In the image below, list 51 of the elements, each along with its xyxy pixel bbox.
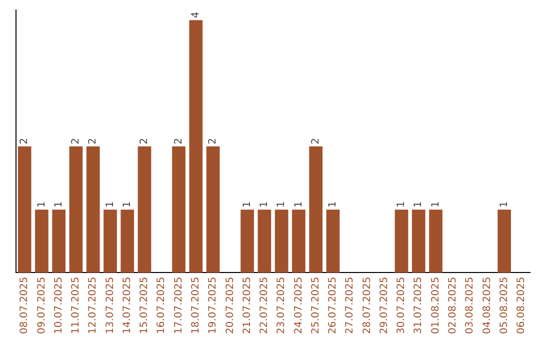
x-tick-label: 17.07.2025 xyxy=(173,276,184,334)
data-label: 1 xyxy=(259,201,270,208)
data-label: 1 xyxy=(36,201,48,208)
x-tick-label: 27.07.2025 xyxy=(344,276,356,334)
x-tick-label: 23.07.2025 xyxy=(276,276,288,334)
data-label: 1 xyxy=(122,201,133,208)
x-tick-label: 01.08.2025 xyxy=(430,276,442,334)
x-tick-label: 11.07.2025 xyxy=(70,276,82,334)
data-label: 2 xyxy=(88,138,99,144)
x-tick-label: 26.07.2025 xyxy=(328,276,339,334)
data-label: 1 xyxy=(276,201,288,208)
x-tick-label: 06.08.2025 xyxy=(516,276,528,334)
data-label: 1 xyxy=(104,201,116,208)
data-label: 1 xyxy=(413,201,424,208)
x-tick-label: 08.07.2025 xyxy=(19,276,30,334)
data-label: 1 xyxy=(242,201,253,208)
data-label: 2 xyxy=(310,138,322,144)
x-tick-label: 19.07.2025 xyxy=(208,276,219,334)
data-label: 1 xyxy=(396,201,408,208)
x-tick-label: 28.07.2025 xyxy=(362,276,373,334)
x-tick-label: 31.07.2025 xyxy=(413,276,424,334)
data-label: 1 xyxy=(328,201,339,208)
x-tick-label: 10.07.2025 xyxy=(53,276,64,334)
x-tick-label: 02.08.2025 xyxy=(447,276,458,334)
x-tick-label: 16.07.2025 xyxy=(156,276,168,334)
x-tick-label: 13.07.2025 xyxy=(104,276,116,334)
x-tick-label: 29.07.2025 xyxy=(378,276,390,334)
x-tick-label: 25.07.2025 xyxy=(310,276,322,334)
x-tick-label: 24.07.2025 xyxy=(293,276,304,334)
x-tick-label: 30.07.2025 xyxy=(396,276,408,334)
x-tick-label: 14.07.2025 xyxy=(122,276,133,334)
x-tick-label: 20.07.2025 xyxy=(224,276,236,334)
data-label: 2 xyxy=(70,138,82,144)
x-tick-label: 21.07.2025 xyxy=(242,276,253,334)
data-label: 1 xyxy=(53,201,64,208)
data-label: 1 xyxy=(430,201,442,208)
x-tick-label: 22.07.2025 xyxy=(259,276,270,334)
data-label: 2 xyxy=(173,138,184,144)
data-label: 1 xyxy=(293,201,304,208)
x-tick-label: 05.08.2025 xyxy=(498,276,510,334)
x-tick-label: 03.08.2025 xyxy=(464,276,476,334)
data-label: 2 xyxy=(139,138,150,144)
x-tick-label: 12.07.2025 xyxy=(88,276,99,334)
data-label: 2 xyxy=(208,138,219,144)
x-tick-label: 09.07.2025 xyxy=(36,276,48,334)
data-label: 1 xyxy=(498,201,510,208)
data-label: 4 xyxy=(190,12,202,18)
x-tick-label: 15.07.2025 xyxy=(139,276,150,334)
x-tick-label: 04.08.2025 xyxy=(482,276,493,334)
data-label: 2 xyxy=(19,138,30,144)
x-tick-label: 18.07.2025 xyxy=(190,276,202,334)
